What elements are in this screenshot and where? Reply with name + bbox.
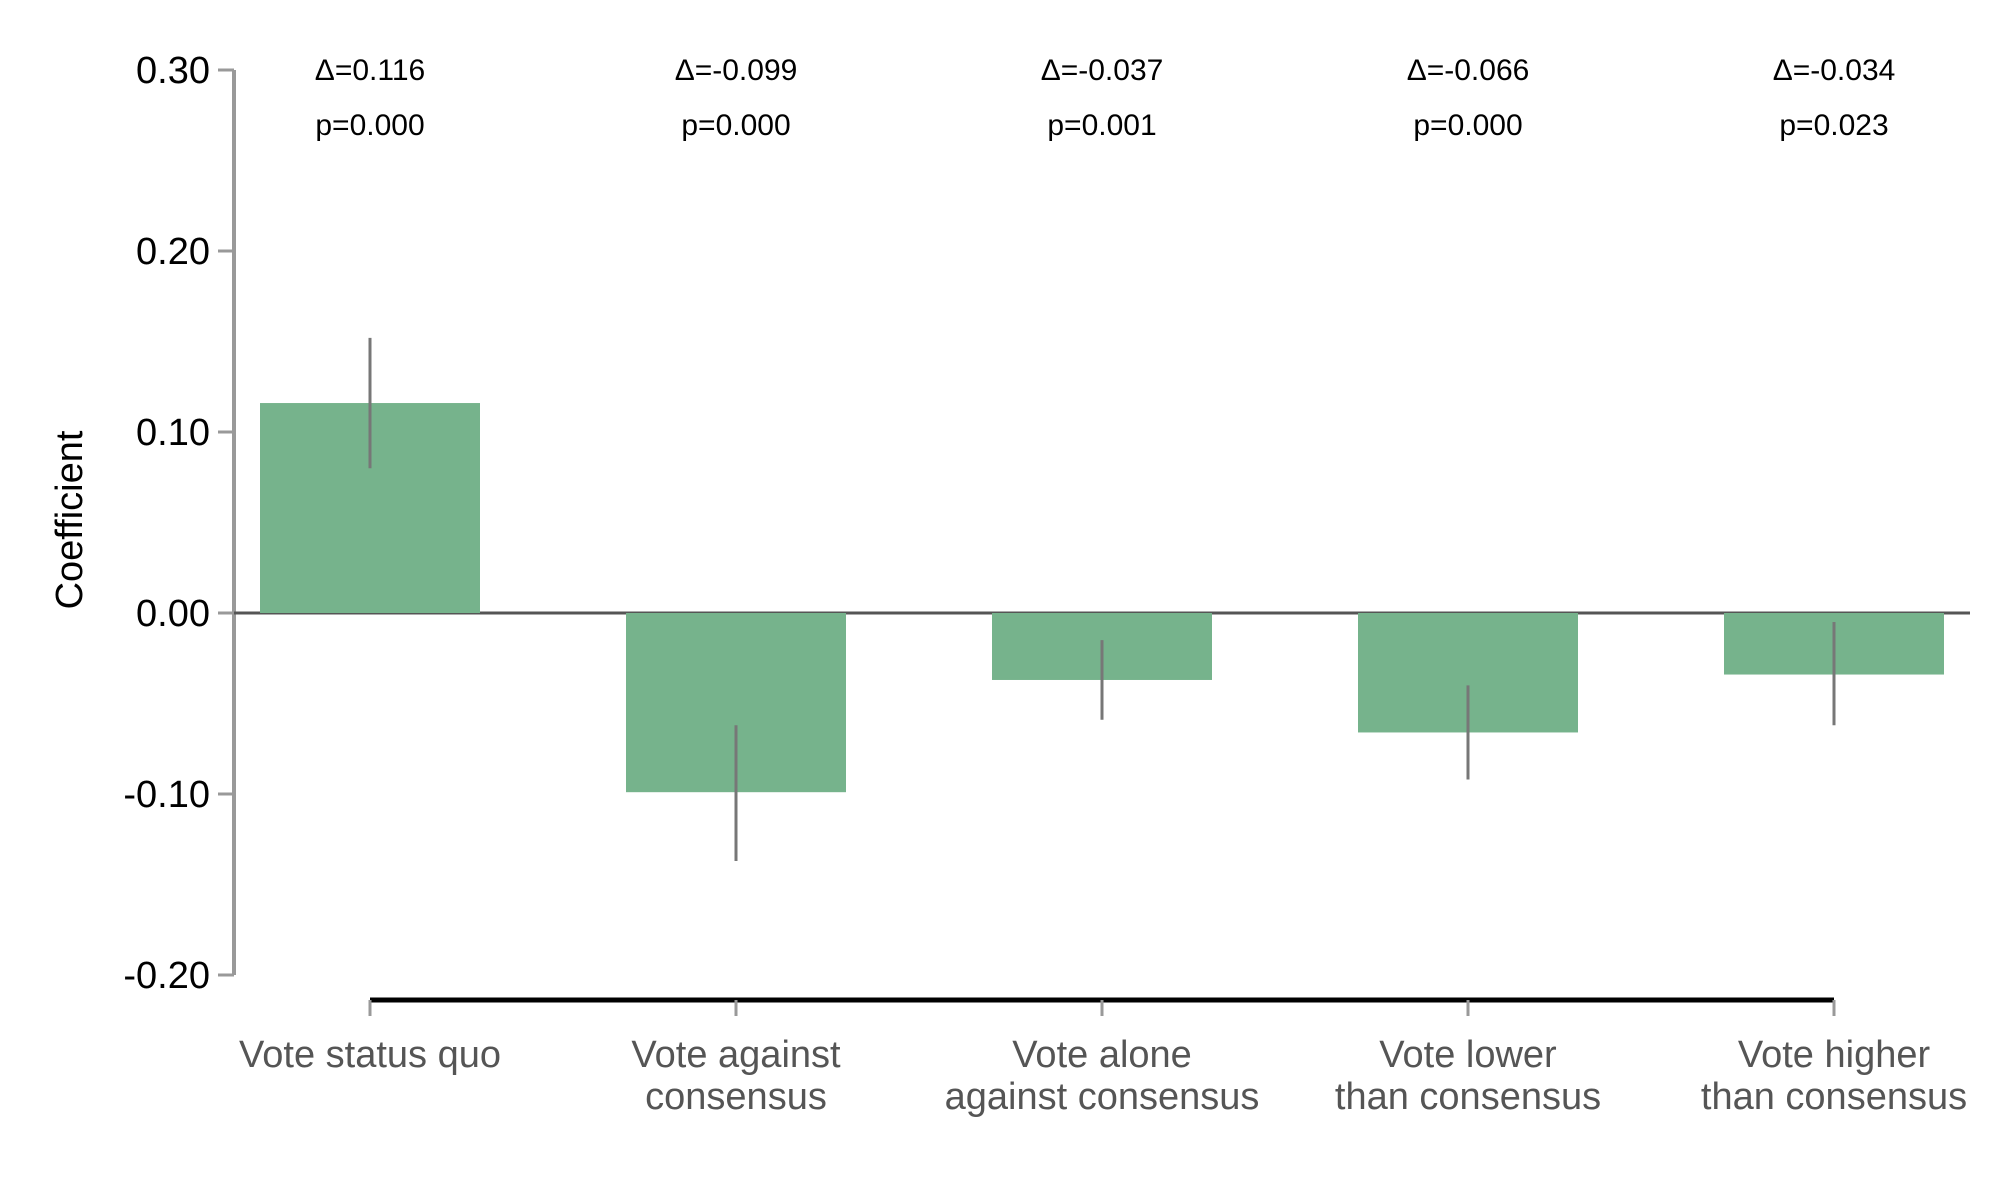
p-value-annotation: p=0.000 (681, 109, 790, 142)
delta-annotation: Δ=0.116 (315, 54, 425, 87)
y-tick-label: -0.20 (123, 955, 210, 997)
y-axis-label: Coefficient (49, 430, 91, 609)
error-bars (368, 337, 1836, 861)
category-labels: Vote status quo Vote against consensus Vote… (239, 1034, 1967, 1118)
delta-annotation: Δ=-0.037 (1041, 54, 1164, 87)
annotations: Δ=0.116 p=0.000 Δ=-0.099 p=0.000 Δ=-0.037 p=0… (315, 54, 1896, 142)
bars (260, 403, 1944, 793)
y-tick-label: -0.10 (123, 774, 210, 816)
y-tick-label: 0.10 (136, 412, 210, 454)
category-label: Vote status quo (239, 1034, 501, 1076)
p-value-annotation: p=0.023 (1779, 109, 1888, 142)
p-value-annotation: p=0.000 (315, 109, 424, 142)
p-value-annotation: p=0.000 (1413, 109, 1522, 142)
category-label: Vote against consensus (631, 1034, 841, 1118)
y-tick-label: 0.20 (136, 231, 210, 273)
p-value-annotation: p=0.001 (1047, 109, 1156, 142)
y-axis: 0.30 0.20 0.10 0.00 -0.10 -0.20 (123, 50, 236, 997)
delta-annotation: Δ=-0.034 (1773, 54, 1896, 87)
category-label: Vote higher than consensus (1701, 1034, 1967, 1118)
delta-annotation: Δ=-0.066 (1407, 54, 1530, 87)
category-label: Vote alone against consensus (945, 1034, 1260, 1118)
y-tick-label: 0.30 (136, 50, 210, 92)
category-label: Vote lower than consensus (1335, 1034, 1601, 1118)
delta-annotation: Δ=-0.099 (675, 54, 798, 87)
y-tick-label: 0.00 (136, 593, 210, 635)
